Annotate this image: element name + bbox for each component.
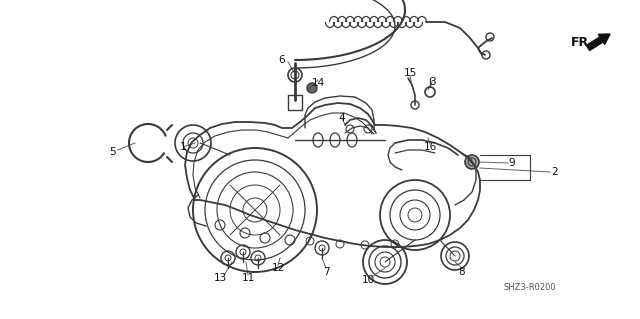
FancyArrow shape <box>586 34 610 50</box>
Text: FR.: FR. <box>571 36 594 49</box>
Text: 5: 5 <box>109 147 115 157</box>
Text: 12: 12 <box>271 263 285 273</box>
Text: 4: 4 <box>339 113 346 123</box>
Text: 1: 1 <box>180 142 186 152</box>
Text: 6: 6 <box>278 55 285 65</box>
Text: SHZ3-R0200: SHZ3-R0200 <box>504 283 556 292</box>
Text: 16: 16 <box>424 142 436 152</box>
Text: 14: 14 <box>312 78 324 88</box>
Text: 8: 8 <box>459 267 465 277</box>
Text: 15: 15 <box>403 68 417 78</box>
Circle shape <box>307 83 317 93</box>
Text: 13: 13 <box>213 273 227 283</box>
Text: 7: 7 <box>323 267 330 277</box>
Text: 11: 11 <box>241 273 255 283</box>
Text: 9: 9 <box>509 158 515 168</box>
Circle shape <box>465 155 479 169</box>
Text: 10: 10 <box>362 275 374 285</box>
Text: 3: 3 <box>429 77 435 87</box>
Text: 2: 2 <box>552 167 558 177</box>
